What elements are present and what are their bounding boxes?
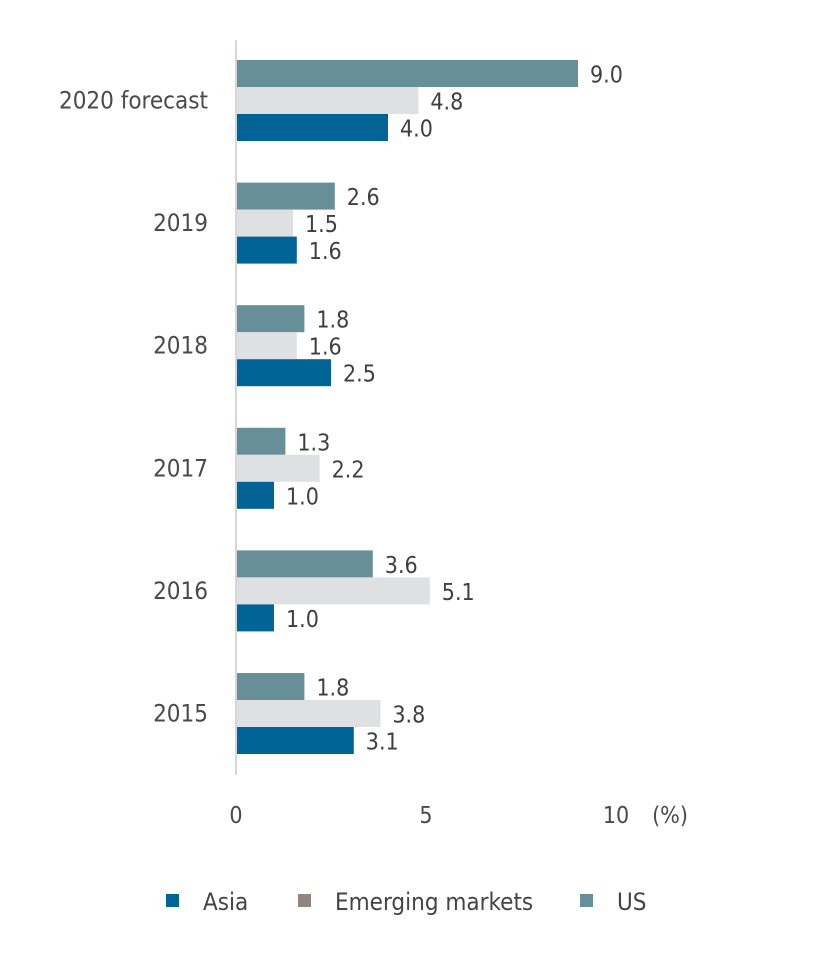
category-label-2019: 2019: [153, 209, 208, 237]
category-label-2018: 2018: [153, 332, 208, 360]
bar-emerging-markets-2017: [237, 454, 320, 482]
value-label-us-2020-forecast: 9.0: [590, 63, 623, 89]
legend: Asia Emerging markets US: [166, 888, 647, 916]
bar-emerging-markets-2016: [237, 577, 430, 605]
legend-label-asia: Asia: [203, 888, 248, 916]
value-label-asia-2019: 1.6: [309, 239, 342, 265]
x-tick-label-0: 0: [229, 803, 242, 829]
bar-asia-2020-forecast: [237, 114, 388, 141]
bar-us-2019: [237, 182, 335, 210]
legend-label-emerging-markets: Emerging markets: [335, 888, 533, 916]
value-label-us-2017: 1.3: [297, 430, 330, 456]
bar-asia-2017: [237, 481, 274, 509]
value-label-asia-2018: 2.5: [343, 362, 376, 388]
category-label-2020-forecast: 2020 forecast: [59, 87, 208, 115]
legend-marker-us: [580, 894, 593, 907]
category-labels: 2020 forecast 2019 2018 2017 2016 2015: [59, 87, 208, 728]
value-label-asia-2017: 1.0: [286, 484, 319, 510]
bars-layer: [237, 60, 578, 754]
legend-marker-asia: [166, 894, 179, 907]
bar-emerging-markets-2015: [237, 700, 381, 727]
bar-us-2020-forecast: [237, 60, 578, 87]
bar-asia-2018: [237, 359, 331, 387]
category-label-2017: 2017: [153, 454, 208, 482]
x-axis-ticks: (%) 0 5 10: [229, 803, 688, 829]
bar-emerging-markets-2020-forecast: [237, 87, 419, 114]
value-label-us-2019: 2.6: [347, 185, 380, 211]
bar-us-2018: [237, 305, 305, 333]
bar-emerging-markets-2018: [237, 332, 297, 360]
legend-marker-emerging-markets: [298, 894, 311, 907]
value-label-us-2018: 1.8: [316, 308, 349, 334]
value-label-asia-2020-forecast: 4.0: [400, 117, 433, 143]
value-label-emerging-markets-2020-forecast: 4.8: [430, 90, 463, 116]
bar-asia-2015: [237, 727, 354, 754]
x-tick-label-5: 5: [419, 803, 432, 829]
value-label-us-2016: 3.6: [385, 553, 418, 579]
bar-us-2015: [237, 673, 305, 700]
bar-asia-2019: [237, 236, 297, 264]
category-label-2016: 2016: [153, 577, 208, 605]
value-label-emerging-markets-2017: 2.2: [332, 457, 365, 483]
value-label-us-2015: 1.8: [316, 676, 349, 702]
bar-asia-2016: [237, 604, 274, 632]
value-label-emerging-markets-2018: 1.6: [309, 335, 342, 361]
bar-emerging-markets-2019: [237, 209, 293, 237]
value-labels: 9.04.84.02.61.51.61.81.62.51.32.21.03.65…: [286, 63, 623, 756]
value-label-emerging-markets-2016: 5.1: [442, 580, 475, 606]
category-label-2015: 2015: [153, 700, 208, 728]
bar-us-2017: [237, 427, 286, 455]
x-tick-label-10: 10: [603, 803, 629, 829]
legend-label-us: US: [617, 888, 647, 916]
value-label-asia-2016: 1.0: [286, 607, 319, 633]
x-unit-label: (%): [652, 803, 688, 829]
value-label-emerging-markets-2015: 3.8: [392, 703, 425, 729]
value-label-asia-2015: 3.1: [366, 730, 399, 756]
bar-us-2016: [237, 550, 373, 578]
value-label-emerging-markets-2019: 1.5: [305, 212, 338, 238]
